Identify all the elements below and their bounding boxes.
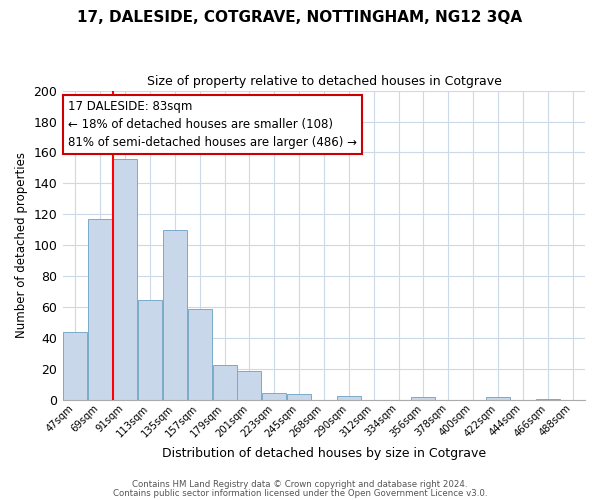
Bar xyxy=(337,396,361,400)
Y-axis label: Number of detached properties: Number of detached properties xyxy=(15,152,28,338)
Bar xyxy=(138,300,162,400)
Bar xyxy=(262,392,286,400)
Bar xyxy=(238,371,262,400)
Bar xyxy=(536,398,560,400)
Bar xyxy=(163,230,187,400)
Bar xyxy=(287,394,311,400)
Text: 17, DALESIDE, COTGRAVE, NOTTINGHAM, NG12 3QA: 17, DALESIDE, COTGRAVE, NOTTINGHAM, NG12… xyxy=(77,10,523,25)
Bar xyxy=(88,219,112,400)
Bar xyxy=(113,158,137,400)
Bar xyxy=(486,397,510,400)
Text: Contains HM Land Registry data © Crown copyright and database right 2024.: Contains HM Land Registry data © Crown c… xyxy=(132,480,468,489)
Bar xyxy=(64,332,88,400)
Bar xyxy=(412,397,436,400)
Text: Contains public sector information licensed under the Open Government Licence v3: Contains public sector information licen… xyxy=(113,488,487,498)
Text: 17 DALESIDE: 83sqm
← 18% of detached houses are smaller (108)
81% of semi-detach: 17 DALESIDE: 83sqm ← 18% of detached hou… xyxy=(68,100,357,149)
Title: Size of property relative to detached houses in Cotgrave: Size of property relative to detached ho… xyxy=(146,75,502,88)
Bar xyxy=(212,364,236,400)
X-axis label: Distribution of detached houses by size in Cotgrave: Distribution of detached houses by size … xyxy=(162,447,486,460)
Bar xyxy=(188,309,212,400)
